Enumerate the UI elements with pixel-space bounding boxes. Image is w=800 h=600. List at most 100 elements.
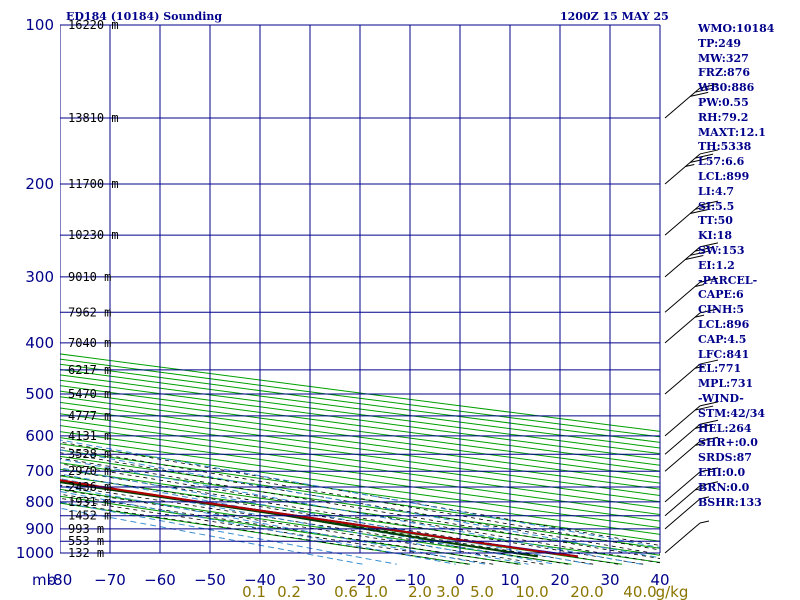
index-item: PW:0.55 — [698, 95, 749, 109]
index-item: EI:1.2 — [698, 258, 735, 272]
pressure-tick-label: 200 — [25, 175, 54, 193]
index-item: SRDS:87 — [698, 451, 752, 465]
height-label: 9010 m — [68, 270, 111, 284]
height-label: 993 m — [68, 522, 104, 536]
index-item: CAPE:6 — [698, 288, 744, 302]
index-item: STM:42/34 — [698, 406, 765, 420]
height-label: 4777 m — [68, 409, 111, 423]
temperature-tick-label: 30 — [600, 571, 619, 589]
index-item: CAP:4.5 — [698, 332, 747, 346]
wind-barb-stroke — [690, 91, 709, 97]
moist-adiabat — [60, 479, 594, 565]
mixing-ratio-label: 2.0 — [408, 583, 432, 600]
index-item: EHI:0.0 — [698, 465, 746, 479]
wind-barb — [664, 436, 719, 472]
dry-adiabat — [60, 502, 471, 565]
wind-barb-stroke — [694, 487, 705, 491]
wind-barb-stroke — [699, 401, 719, 407]
wind-barb-stroke — [699, 520, 710, 524]
index-item: CINH:5 — [698, 303, 745, 317]
temperature-tick-label: −60 — [144, 571, 176, 589]
index-item: RH:79.2 — [698, 110, 749, 124]
pressure-tick-label: 300 — [25, 268, 54, 286]
index-item: WB0:886 — [698, 81, 755, 95]
height-label: 2970 m — [68, 464, 111, 478]
index-item: KI:18 — [698, 229, 733, 243]
wind-barb-stroke — [685, 255, 704, 261]
wind-barb-stroke — [699, 200, 719, 206]
dry-adiabat — [60, 431, 660, 516]
dry-adiabat — [60, 374, 660, 455]
wind-barb-stroke — [664, 522, 701, 554]
index-item: EL:771 — [698, 362, 742, 376]
wind-barb — [664, 149, 719, 185]
wind-barb-stroke — [664, 363, 701, 395]
index-item: MPL:731 — [698, 377, 754, 391]
dry-adiabat — [60, 413, 660, 496]
dewpoint-trace — [60, 481, 538, 558]
index-item: L57:6.6 — [698, 155, 745, 169]
height-label: 6217 m — [68, 363, 111, 377]
temperature-tick-label: 0 — [455, 571, 465, 589]
wind-barb-stroke — [690, 157, 709, 163]
index-item: SI:5.5 — [698, 199, 735, 213]
wind-barb — [664, 308, 719, 344]
height-label: 553 m — [68, 534, 104, 548]
pressure-tick-label: 500 — [25, 385, 54, 403]
sounding-time: 1200Z 15 MAY 25 — [560, 10, 669, 23]
pressure-tick-label: 600 — [25, 427, 54, 445]
wind-barb — [664, 419, 719, 455]
mixing-ratio-line — [60, 501, 397, 565]
mixing-ratio-label: 1.0 — [364, 583, 388, 600]
temperature-tick-label: −40 — [244, 571, 276, 589]
dry-adiabat — [60, 363, 660, 443]
dry-adiabat — [60, 495, 521, 565]
wind-barb-stroke — [699, 481, 719, 487]
dry-adiabat — [60, 358, 660, 438]
index-item: -WIND- — [698, 391, 744, 405]
index-item: SHR+:0.0 — [698, 436, 758, 450]
wind-barb-stroke — [694, 405, 714, 411]
wind-barb-stroke — [699, 496, 710, 500]
dry-adiabat — [60, 396, 660, 478]
height-label: 2436 m — [68, 480, 111, 494]
wind-barb — [664, 200, 719, 236]
wind-barb-stroke — [694, 246, 714, 252]
height-label: 7040 m — [68, 336, 111, 350]
wind-barb-stroke — [664, 204, 701, 236]
wind-barb-stroke — [694, 204, 714, 210]
wind-barb — [664, 467, 719, 503]
index-item: SW:153 — [698, 243, 745, 257]
mixing-ratio-label: 0.2 — [277, 583, 301, 600]
temperature-tick-label: −50 — [194, 571, 226, 589]
height-label: 1931 m — [68, 495, 111, 509]
index-item: MW:327 — [698, 51, 749, 65]
indices-panel: WMO:10184 TP:249 MW:327 FRZ:876 WB0:886 PW:0.… — [698, 22, 798, 510]
height-label: 7962 m — [68, 305, 111, 319]
index-item: WMO:10184 — [698, 22, 775, 35]
pressure-tick-label: 900 — [25, 520, 54, 538]
index-item: BSHR:133 — [698, 495, 762, 509]
wind-barb-stroke — [694, 442, 705, 446]
pressure-tick-label: 400 — [25, 334, 54, 352]
wind-barb-stroke — [664, 440, 701, 472]
chart-title: ED184 (10184) Sounding — [66, 10, 222, 23]
wind-barb-stroke — [664, 485, 701, 517]
dry-adiabat — [60, 385, 660, 466]
dry-adiabat — [60, 437, 660, 522]
wind-barb-stroke — [694, 153, 714, 159]
dry-adiabat — [60, 482, 623, 565]
pressure-unit-label: mb — [32, 571, 56, 589]
height-label: 16220 m — [68, 18, 119, 32]
wind-barb-stroke — [699, 277, 719, 283]
index-item: TT:50 — [698, 214, 733, 228]
mixing-ratio-label: 20.0 — [570, 583, 603, 600]
dry-adiabat — [60, 488, 572, 565]
index-item: FRZ:876 — [698, 66, 751, 80]
wind-barb-stroke — [664, 246, 701, 278]
height-label: 5470 m — [68, 387, 111, 401]
temperature-tick-label: −20 — [344, 571, 376, 589]
dry-adiabat — [60, 407, 660, 490]
mixing-ratio-label: 0.6 — [334, 583, 358, 600]
